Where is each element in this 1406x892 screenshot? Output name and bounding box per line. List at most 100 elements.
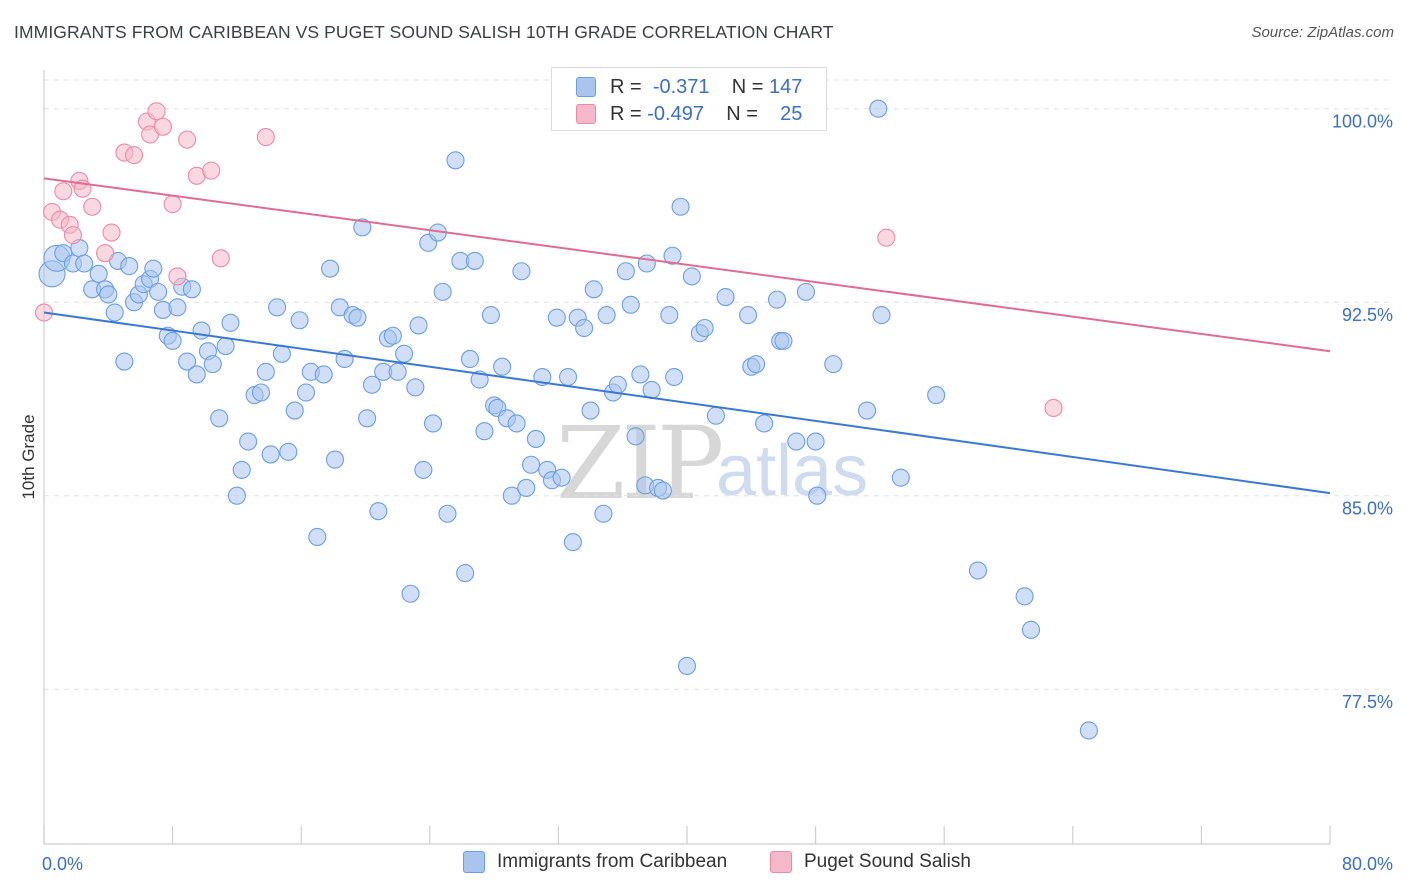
x-tick-label-min: 0.0% [42,854,83,874]
point-caribbean [481,306,500,325]
point-caribbean [637,254,656,273]
point-caribbean [470,370,489,389]
point-caribbean [465,251,484,270]
point-caribbean [665,367,684,387]
point-caribbean [144,259,163,278]
point-caribbean [706,406,725,425]
point-caribbean [584,280,603,299]
point-caribbean [739,306,758,325]
point-caribbean [362,375,381,394]
point-caribbean [671,197,690,216]
point-caribbean [558,367,578,387]
legend-n-label: N = [731,75,764,98]
trend-line-caribbean [43,311,1331,495]
point-caribbean [642,380,661,399]
point-caribbean [824,355,843,374]
legend-swatch-salish [576,104,596,124]
point-salish [211,249,230,268]
point-caribbean [563,533,582,552]
legend-r-value: -0.497 [647,102,704,125]
point-salish [147,102,166,121]
point-caribbean [872,306,891,325]
point-caribbean [660,306,679,325]
point-caribbean [493,357,512,376]
legend-r-label: R = [610,75,642,98]
point-caribbean [891,468,910,487]
point-caribbean [517,478,536,498]
point-salish [102,223,121,242]
point-caribbean [383,326,402,345]
point-salish [877,228,896,247]
data-points [34,99,1098,740]
point-caribbean [395,344,414,363]
point-caribbean [178,352,197,371]
point-caribbean [221,313,240,332]
bottom-legend-salish: Puget Sound Salish [770,851,971,873]
bottom-legend-swatch-salish [770,851,792,873]
point-caribbean [621,295,640,314]
point-caribbean [348,308,367,327]
point-caribbean [256,362,275,381]
point-caribbean [75,254,94,273]
point-salish [54,182,73,201]
point-caribbean [456,564,475,583]
point-caribbean [182,280,201,299]
legend-n-value: 25 [780,102,803,125]
point-caribbean [149,282,168,301]
point-caribbean [575,318,594,338]
point-caribbean [321,259,340,278]
point-caribbean [475,422,494,441]
point-salish [153,117,173,136]
point-caribbean [210,409,229,428]
bottom-legend-label-salish: Puget Sound Salish [804,851,971,872]
point-caribbean [608,375,627,394]
bottom-legend-label-caribbean: Immigrants from Caribbean [497,851,728,872]
source-credit: Source: ZipAtlas.com [1251,24,1394,41]
point-salish [96,244,115,263]
point-caribbean [203,355,222,374]
legend-r-label: R = [610,102,642,125]
legend-swatch-caribbean [576,77,596,97]
point-caribbean [279,442,298,461]
point-caribbean [653,481,672,500]
stats-legend: R = -0.371 N = 147 R = -0.497 N = 25 [551,67,827,131]
point-caribbean [616,262,635,281]
point-caribbean [105,303,124,322]
point-caribbean [414,460,433,479]
watermark-zip: ZIP [556,405,724,522]
point-caribbean [120,257,139,276]
point-caribbean [806,432,825,451]
point-caribbean [168,298,187,317]
point-caribbean [857,401,877,420]
point-caribbean [272,344,291,363]
point-caribbean [192,321,211,340]
legend-r-value: -0.371 [652,75,710,98]
point-salish [178,130,197,149]
point-caribbean [285,401,304,420]
point-caribbean [358,409,377,428]
point-caribbean [423,414,443,433]
point-caribbean [433,282,452,301]
y-tick-label: 100.0% [1332,112,1393,132]
chart-title: IMMIGRANTS FROM CARIBBEAN VS PUGET SOUND… [14,22,834,42]
point-caribbean [460,349,480,369]
point-caribbean [695,318,714,338]
point-caribbean [1015,587,1034,606]
point-caribbean [552,468,571,487]
point-caribbean [1021,620,1041,639]
point-salish [168,267,187,286]
point-caribbean [631,365,650,384]
trend-lines [43,177,1331,495]
point-caribbean [99,285,118,304]
point-caribbean [755,414,774,433]
legend-row-salish: R = -0.497 N = 25 [576,101,802,127]
point-caribbean [502,486,521,505]
point-caribbean [353,218,372,237]
point-salish [63,226,82,245]
point-caribbean [216,337,235,356]
point-caribbean [522,455,541,474]
point-caribbean [296,383,316,402]
y-tick-label: 85.0% [1342,499,1393,519]
trend-line-salish [43,177,1331,353]
point-caribbean [388,362,407,381]
